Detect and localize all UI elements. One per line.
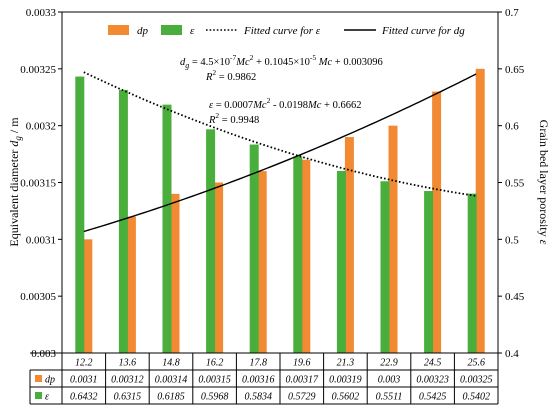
- left-tick-label: 0.0031: [26, 234, 56, 246]
- x-tick-label: 16.2: [206, 358, 224, 369]
- table-cell: 0.5834: [244, 392, 272, 403]
- x-tick-label: 17.8: [249, 358, 267, 369]
- x-tick-label: 22.9: [380, 358, 398, 369]
- bar-eps: [336, 170, 346, 353]
- legend-swatch-eps: [161, 25, 182, 35]
- table-cell: 0.00312: [111, 375, 144, 386]
- x-tick-label: 12.2: [75, 358, 93, 369]
- bar-eps: [162, 104, 172, 353]
- right-tick-label: 0.4: [505, 348, 519, 360]
- table-cell: 0.00315: [198, 375, 231, 386]
- bar-dp: [432, 91, 442, 354]
- table-cell: 0.0031: [70, 375, 98, 386]
- table-row-key-eps: [35, 392, 42, 399]
- fitted-curves-layer: [83, 71, 477, 233]
- bar-dp: [83, 239, 93, 353]
- table-cell: 0.6185: [157, 392, 185, 403]
- table-cell: 0.00325: [460, 375, 493, 386]
- x-tick-label: 21.3: [337, 358, 355, 369]
- x-tick-label: 25.6: [467, 358, 485, 369]
- left-tick-label: 0.00325: [20, 64, 56, 76]
- bar-dp: [301, 159, 311, 353]
- bar-dp: [475, 68, 485, 353]
- bar-dp: [257, 171, 267, 353]
- right-axis-ticks: 0.4 0.45 0.5 0.55 0.6 0.65 0.7: [498, 7, 525, 360]
- bar-eps: [467, 193, 477, 353]
- right-tick-label: 0.55: [505, 178, 525, 190]
- bar-dp: [344, 137, 354, 353]
- table-cell: 0.003: [378, 375, 401, 386]
- table-cell: 0.5968: [201, 392, 229, 403]
- table-cell: 0.00317: [286, 375, 320, 386]
- bar-dp: [170, 193, 180, 353]
- table-cell: 0.5425: [419, 392, 447, 403]
- table-cell: 0.5729: [288, 392, 316, 403]
- table-cell: 0.00314: [155, 375, 188, 386]
- bar-dp: [388, 125, 398, 354]
- table-cell: 0.5602: [332, 392, 360, 403]
- table-cell: 0.00316: [242, 375, 275, 386]
- legend: dp ε Fitted curve for ε Fitted curve for…: [108, 25, 465, 37]
- left-tick-label: 0.0033: [26, 7, 57, 19]
- table-row-label: ε: [45, 392, 49, 403]
- table-cell: 0.00319: [329, 375, 362, 386]
- bar-eps: [249, 144, 259, 353]
- equation-eps: ε = 0.0007Mc2 - 0.0198Mc + 0.6662: [209, 96, 361, 111]
- table-cell: 0.6315: [114, 392, 142, 403]
- legend-label-fit-eps: Fitted curve for ε: [243, 25, 321, 37]
- table-cell: 0.6432: [70, 392, 98, 403]
- left-axis-title: Equivalent diameter dg / m: [7, 117, 23, 247]
- equation-dg: dg = 4.5×10-7Mc2 + 0.1045×10-5 Mc + 0.00…: [180, 53, 383, 70]
- bar-eps: [293, 156, 303, 353]
- legend-swatch-dp: [108, 25, 129, 35]
- right-tick-label: 0.45: [505, 291, 525, 303]
- equation-dg-r2: R2 = 0.9862: [205, 68, 256, 83]
- x-tick-label: 19.6: [293, 358, 311, 369]
- equations: dg = 4.5×10-7Mc2 + 0.1045×10-5 Mc + 0.00…: [180, 53, 383, 126]
- left-tick-label: 0.0032: [26, 121, 56, 133]
- equation-eps-r2: R2 = 0.9948: [208, 111, 259, 126]
- bar-dp: [214, 182, 224, 353]
- bar-eps: [206, 129, 216, 353]
- bar-eps: [118, 89, 128, 353]
- legend-label-dp: dp: [137, 25, 149, 37]
- x-tick-label: 14.8: [162, 358, 180, 369]
- left-tick-label: 0.003: [31, 348, 56, 360]
- x-tick-label: 13.6: [119, 358, 137, 369]
- right-tick-label: 0.7: [505, 7, 519, 19]
- right-axis-title: Grain bed layer porosity ε: [537, 120, 550, 245]
- legend-label-fit-dg: Fitted curve for dg: [381, 25, 465, 37]
- bar-eps: [424, 191, 434, 353]
- right-tick-label: 0.6: [505, 121, 519, 133]
- bars-layer: [75, 68, 485, 354]
- table-row-key-dp: [35, 375, 42, 382]
- left-tick-label: 0.00315: [20, 178, 56, 190]
- legend-label-eps: ε: [190, 25, 195, 37]
- bar-dp: [126, 216, 136, 353]
- bar-eps: [75, 76, 85, 353]
- right-tick-label: 0.5: [505, 234, 519, 246]
- table-row-label: dp: [45, 375, 55, 386]
- data-table: 12.2 13.6 14.8 16.2 17.8 19.6 21.3 22.9 24.5 25.6…: [29, 352, 499, 405]
- right-tick-label: 0.65: [505, 64, 525, 76]
- left-axis-ticks: 0.003 0.00305 0.0031 0.00315 0.0032 0.00325 0.…: [20, 7, 62, 360]
- bar-eps: [380, 181, 390, 353]
- fitted-curve-eps: [83, 71, 477, 197]
- table-cell: 0.00323: [416, 375, 449, 386]
- left-tick-label: 0.00305: [20, 291, 56, 303]
- x-tick-label: 24.5: [424, 358, 442, 369]
- table-cell: 0.5402: [462, 392, 490, 403]
- table-cell: 0.5511: [376, 392, 403, 403]
- fitted-curve-dg: [83, 73, 477, 233]
